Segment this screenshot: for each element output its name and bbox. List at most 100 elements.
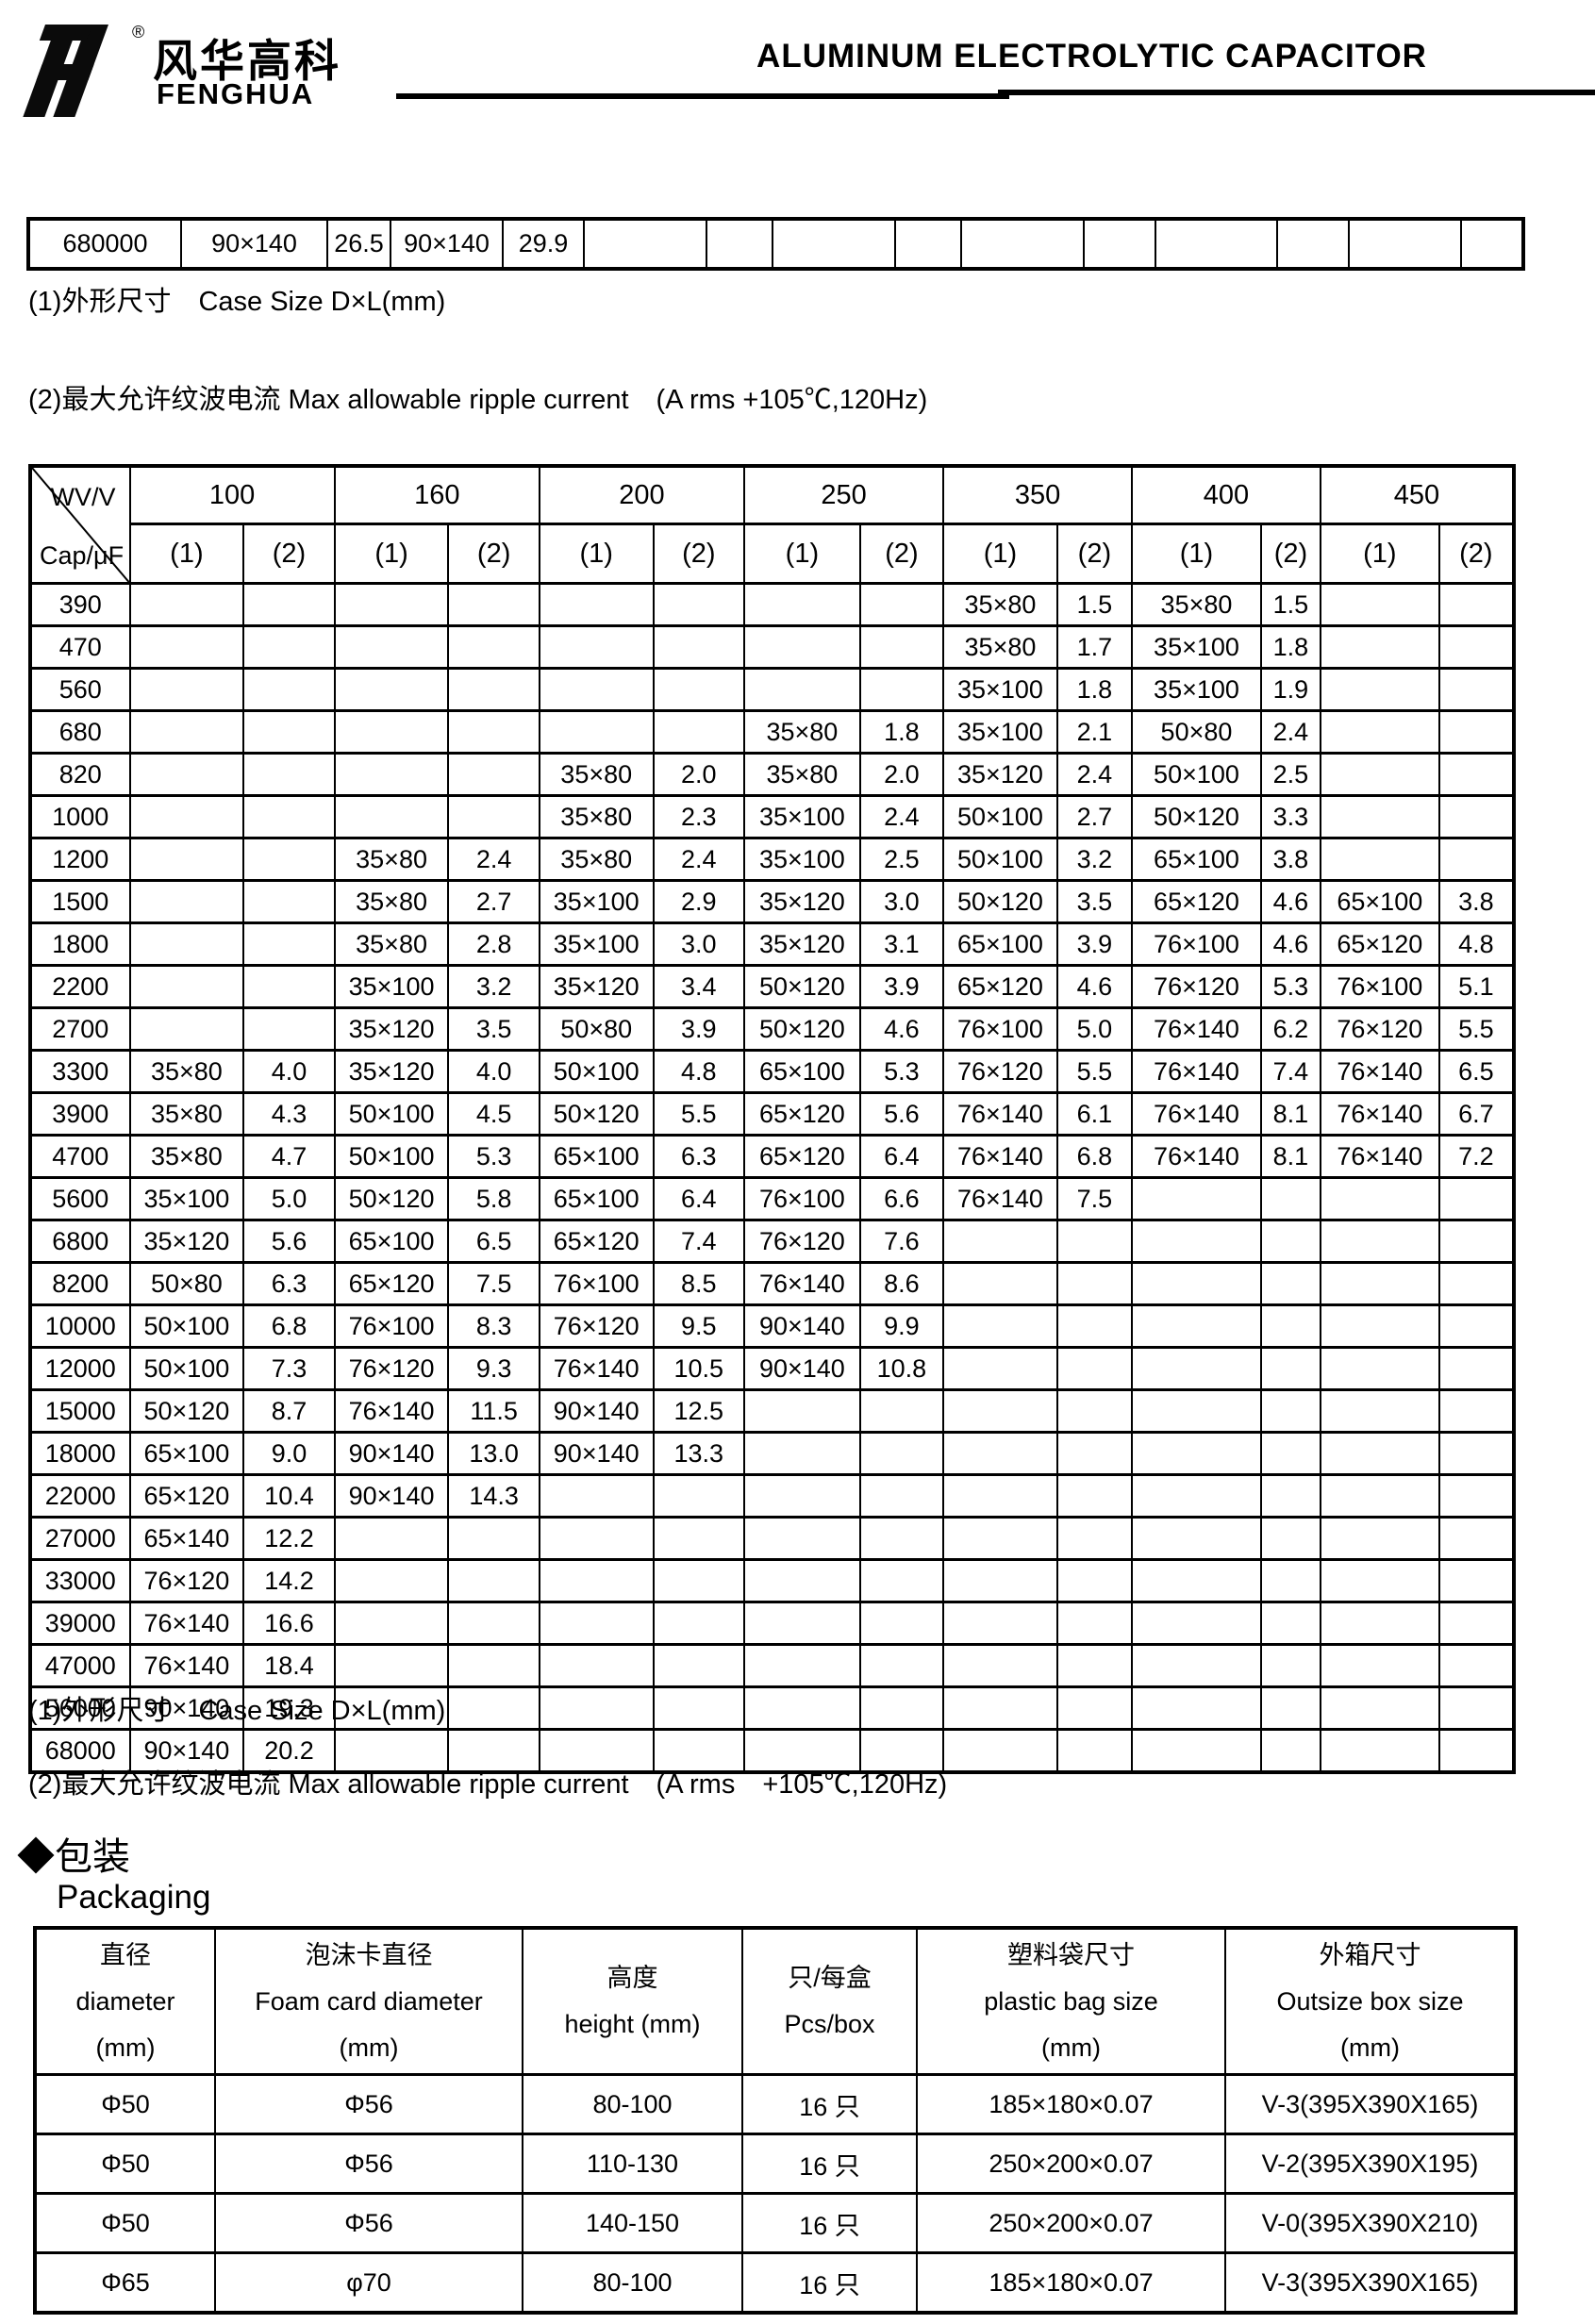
registered-trademark-icon: ®: [132, 23, 145, 42]
ripple-current-cell: 7.4: [652, 1219, 746, 1264]
ripple-current-cell: 9.0: [242, 1431, 336, 1476]
empty-cell: [1437, 1261, 1516, 1306]
packaging-table: 直径 diameter (mm) 泡沫卡直径 Foam card diameter (mm…: [33, 1926, 1518, 2315]
case-size-cell: 65×100: [1130, 837, 1262, 882]
empty-cell: [128, 752, 245, 797]
empty-cell: [242, 582, 336, 627]
empty-cell: [1259, 1219, 1321, 1264]
case-size-cell: 90×140: [538, 1431, 655, 1476]
packaging-cell: 80-100: [522, 2073, 743, 2135]
empty-cell: [652, 1516, 746, 1561]
empty-cell: [1319, 1516, 1440, 1561]
capacitance-row: 56000 90×140 19.3: [29, 1685, 1516, 1731]
empty-cell: [538, 1728, 655, 1774]
header-line: (mm): [95, 2033, 156, 2062]
capacitance-row: 1800 35×80 2.8 35×100 3.0 35×120 3.1 65×100 3.9 7…: [29, 921, 1516, 967]
ripple-current-cell: 5.0: [1055, 1006, 1133, 1052]
empty-cell: [1319, 1601, 1440, 1646]
empty-cell: [743, 1643, 861, 1688]
ripple-current-cell: 3.5: [1055, 879, 1133, 924]
empty-cell: [538, 624, 655, 670]
ripple-current-cell: 4.0: [242, 1049, 336, 1094]
ripple-current-subheader: (2): [652, 523, 746, 585]
empty-cell: [1259, 1303, 1321, 1349]
capacitance-row: 27000 65×140 12.2: [29, 1516, 1516, 1561]
ripple-current-cell: 6.2: [1259, 1006, 1321, 1052]
empty-cell: [1130, 1219, 1262, 1264]
empty-cell: [1437, 582, 1516, 627]
ripple-current-cell: 6.5: [447, 1219, 540, 1264]
header-line: 外箱尺寸: [1319, 1940, 1421, 1969]
capacitance-value-cell: 3300: [29, 1049, 131, 1094]
empty-cell: [1259, 1388, 1321, 1434]
packaging-header-cell: 高度 height (mm): [522, 1926, 743, 2076]
empty-cell: [743, 1685, 861, 1731]
ripple-current-cell: 6.4: [858, 1134, 945, 1179]
empty-cell: [858, 1388, 945, 1434]
ratings-table: WV/V Cap/μF 100 160 200 250 350 400 450 (1) (2)…: [28, 464, 1516, 1774]
empty-cell: [1259, 1558, 1321, 1603]
packaging-header-row: 直径 diameter (mm) 泡沫卡直径 Foam card diameter (mm…: [34, 1926, 1517, 2076]
empty-cell: [858, 1431, 945, 1476]
empty-cell: [1319, 1219, 1440, 1264]
ripple-current-cell: 7.3: [242, 1346, 336, 1391]
ripple-current-subheader: (2): [1259, 523, 1321, 585]
capacitance-value-cell: 39000: [29, 1601, 131, 1646]
note-case-size: (1)外形尺寸 Case Size D×L(mm): [28, 287, 446, 317]
ripple-current-cell: 8.5: [652, 1261, 746, 1306]
empty-cell: [1130, 1431, 1262, 1476]
empty-cell: [1437, 1303, 1516, 1349]
case-size-cell: 76×120: [1319, 1006, 1440, 1052]
empty-cell: [743, 1431, 861, 1476]
empty-cell: [333, 709, 450, 755]
ripple-current-cell: 14.2: [242, 1558, 336, 1603]
ripple-current-cell: 3.8: [1259, 837, 1321, 882]
packaging-cell: 140-150: [522, 2192, 743, 2254]
ripple-current-cell: 10.8: [858, 1346, 945, 1391]
case-size-cell: 50×120: [743, 964, 861, 1009]
empty-cell: [1437, 794, 1516, 839]
ripple-current-cell: 6.6: [858, 1176, 945, 1221]
case-size-cell: 65×100: [942, 921, 1058, 967]
top-table-cell: 680000: [27, 217, 182, 271]
empty-cell: [447, 794, 540, 839]
ripple-current-cell: 5.5: [652, 1091, 746, 1137]
ripple-current-cell: 7.6: [858, 1219, 945, 1264]
empty-cell: [1437, 1219, 1516, 1264]
capacitance-row: 390 35×80 1.5 35×80 1.5: [29, 582, 1516, 627]
empty-cell: [242, 752, 336, 797]
empty-cell: [743, 1473, 861, 1519]
capacitance-row: 2200 35×100 3.2 35×120 3.4 50×120 3.9 65×120 4.6…: [29, 964, 1516, 1009]
empty-cell: [1055, 1346, 1133, 1391]
capacitance-value-cell: 56000: [29, 1685, 131, 1731]
empty-cell: [858, 1558, 945, 1603]
top-table-empty-cell: [1348, 217, 1462, 271]
empty-cell: [1319, 1303, 1440, 1349]
empty-cell: [1319, 624, 1440, 670]
empty-cell: [333, 1516, 450, 1561]
ripple-current-cell: 6.3: [652, 1134, 746, 1179]
capacitance-row: 5600 35×100 5.0 50×120 5.8 65×100 6.4 76×100 6.6…: [29, 1176, 1516, 1221]
empty-cell: [1055, 1558, 1133, 1603]
empty-cell: [1055, 1261, 1133, 1306]
capacitance-row: 8200 50×80 6.3 65×120 7.5 76×100 8.5 76×140 8.6: [29, 1261, 1516, 1306]
capacitance-value-cell: 2700: [29, 1006, 131, 1052]
empty-cell: [942, 1685, 1058, 1731]
case-size-cell: 35×100: [743, 837, 861, 882]
packaging-cell: Φ50: [34, 2133, 216, 2195]
case-size-cell: 76×140: [1130, 1134, 1262, 1179]
fenghua-logo-icon: [23, 25, 108, 117]
packaging-header-cell: 外箱尺寸 Outsize box size (mm): [1224, 1926, 1517, 2076]
empty-cell: [1319, 667, 1440, 712]
empty-cell: [1130, 1516, 1262, 1561]
note-ripple-current: (2)最大允许纹波电流 Max allowable ripple current…: [28, 385, 928, 415]
ripple-current-cell: 8.6: [858, 1261, 945, 1306]
empty-cell: [1259, 1176, 1321, 1221]
empty-cell: [1437, 709, 1516, 755]
ripple-current-cell: 19.3: [242, 1685, 336, 1731]
case-size-cell: 90×140: [128, 1728, 245, 1774]
ripple-current-cell: 2.5: [858, 837, 945, 882]
empty-cell: [858, 1643, 945, 1688]
empty-cell: [1437, 1601, 1516, 1646]
empty-cell: [1130, 1685, 1262, 1731]
